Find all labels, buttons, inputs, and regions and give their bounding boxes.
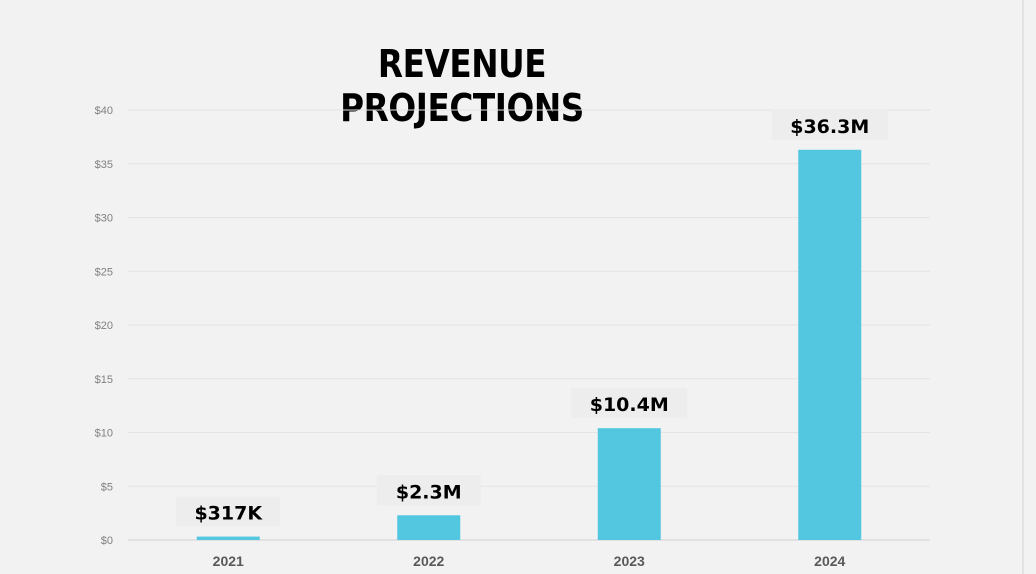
bar xyxy=(397,515,461,540)
x-tick-label: 2023 xyxy=(614,553,645,569)
bar xyxy=(597,428,661,540)
data-label: $36.3M xyxy=(790,116,869,138)
data-label: $317K xyxy=(194,503,263,525)
y-tick-label: $5 xyxy=(101,481,113,493)
y-tick-label: $25 xyxy=(95,266,113,278)
data-label-bg xyxy=(771,109,888,140)
x-tick-label: 2021 xyxy=(213,553,244,569)
data-label: $2.3M xyxy=(396,481,462,503)
chart-title: REVENUE PROJECTIONS xyxy=(340,42,584,130)
y-tick-label: $40 xyxy=(95,105,113,117)
data-label-bg xyxy=(176,496,281,527)
frame-edge xyxy=(1022,0,1024,574)
y-tick-label: $30 xyxy=(95,213,113,225)
bar xyxy=(798,149,862,540)
y-tick-label: $35 xyxy=(95,159,113,171)
data-label-bg xyxy=(376,475,481,506)
data-label: $10.4M xyxy=(590,394,669,416)
data-label-bg xyxy=(571,388,688,419)
x-tick-label: 2022 xyxy=(413,553,444,569)
y-tick-label: $15 xyxy=(95,374,113,386)
y-tick-label: $10 xyxy=(95,428,113,440)
x-tick-label: 2024 xyxy=(814,553,845,569)
bar xyxy=(196,536,260,540)
y-tick-label: $0 xyxy=(101,535,113,547)
y-tick-label: $20 xyxy=(95,320,113,332)
